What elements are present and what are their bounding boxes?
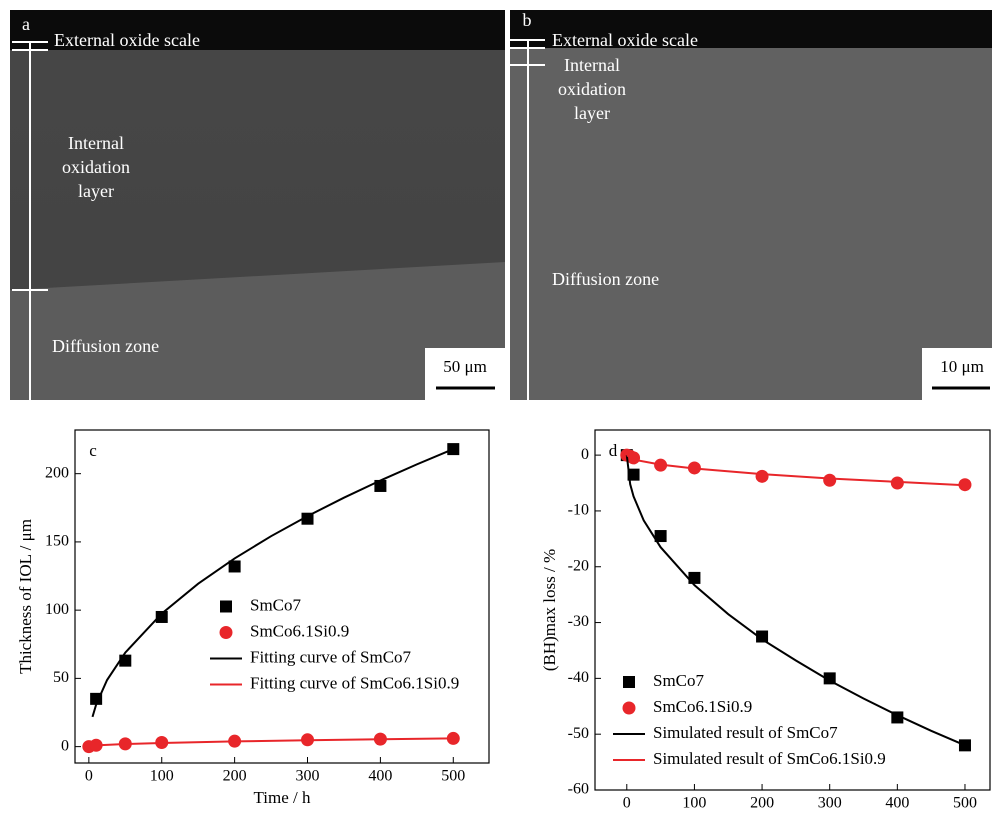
- marker: [756, 470, 769, 483]
- annotation: oxidation: [558, 79, 626, 99]
- legend-label: Simulated result of SmCo7: [653, 723, 838, 742]
- marker: [627, 451, 640, 464]
- x-tick-label: 400: [885, 795, 909, 812]
- y-tick-label: -20: [568, 557, 589, 574]
- legend-label: Simulated result of SmCo6.1Si0.9: [653, 749, 886, 768]
- y-tick-label: -30: [568, 613, 589, 630]
- panel-label: b: [523, 10, 532, 30]
- annotation: External oxide scale: [54, 30, 200, 50]
- x-tick-label: 0: [623, 795, 631, 812]
- annotation: Diffusion zone: [552, 269, 659, 289]
- annotation: oxidation: [62, 157, 130, 177]
- x-tick-label: 400: [368, 768, 392, 785]
- marker: [623, 702, 636, 715]
- panel-label: c: [89, 441, 97, 460]
- annotation: Internal: [564, 55, 620, 75]
- legend-label: SmCo6.1Si0.9: [653, 697, 752, 716]
- x-tick-label: 200: [750, 795, 774, 812]
- y-tick-label: 200: [45, 464, 69, 481]
- y-tick-label: 100: [45, 601, 69, 618]
- figure: a External oxide scale Internal oxidation la…: [0, 0, 992, 815]
- x-tick-label: 500: [441, 768, 465, 785]
- y-tick-label: -50: [568, 725, 589, 742]
- y-axis-label: Thickness of IOL / μm: [16, 519, 35, 674]
- fit-curve: [89, 738, 453, 746]
- scale-bar-label: 10 μm: [940, 357, 984, 376]
- legend-label: SmCo7: [250, 595, 302, 614]
- x-tick-label: 300: [818, 795, 842, 812]
- panel-label: a: [22, 14, 30, 34]
- annotation: Diffusion zone: [52, 336, 159, 356]
- x-tick-label: 100: [682, 795, 706, 812]
- y-tick-label: -40: [568, 669, 589, 686]
- annotation: Internal: [68, 133, 124, 153]
- legend-label: Fitting curve of SmCo6.1Si0.9: [250, 673, 459, 692]
- x-tick-label: 0: [85, 768, 93, 785]
- marker: [688, 572, 700, 584]
- y-tick-label: 0: [61, 737, 69, 754]
- annotation: layer: [78, 181, 114, 201]
- annotation: External oxide scale: [552, 30, 698, 50]
- marker: [220, 600, 232, 612]
- x-tick-label: 300: [296, 768, 320, 785]
- legend-label: Fitting curve of SmCo7: [250, 647, 412, 666]
- legend-label: SmCo6.1Si0.9: [250, 621, 349, 640]
- panel-label: d: [609, 441, 618, 460]
- y-tick-label: 50: [53, 669, 69, 686]
- y-tick-label: -10: [568, 502, 589, 519]
- marker: [220, 626, 233, 639]
- marker: [823, 474, 836, 487]
- y-tick-label: 0: [581, 446, 589, 463]
- marker: [623, 676, 635, 688]
- y-axis-label: (BH)max loss / %: [540, 549, 559, 671]
- scale-bar-label: 50 μm: [443, 357, 487, 376]
- x-axis-label: Time / h: [253, 788, 311, 807]
- x-tick-label: 200: [223, 768, 247, 785]
- legend-label: SmCo7: [653, 671, 705, 690]
- x-tick-label: 100: [150, 768, 174, 785]
- fit-curve: [627, 455, 965, 485]
- y-tick-label: -60: [568, 781, 589, 798]
- y-tick-label: 150: [45, 533, 69, 550]
- annotation: layer: [574, 103, 610, 123]
- x-tick-label: 500: [953, 795, 977, 812]
